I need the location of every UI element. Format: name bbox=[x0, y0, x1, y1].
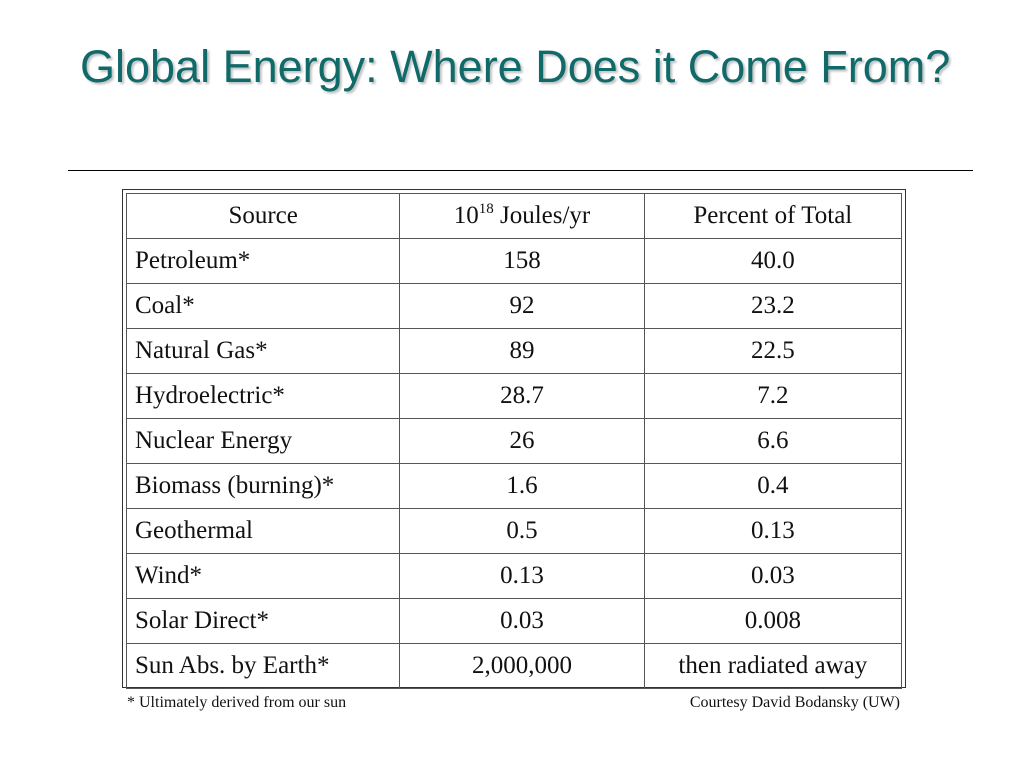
slide-title: Global Energy: Where Does it Come From? bbox=[80, 41, 951, 92]
header-joules: 1018 Joules/yr bbox=[399, 193, 645, 239]
cell-joules: 92 bbox=[399, 283, 645, 329]
table-header-row: Source 1018 Joules/yr Percent of Total bbox=[125, 193, 903, 239]
cell-source: Natural Gas* bbox=[125, 328, 401, 374]
table-row: Wind* 0.13 0.03 bbox=[125, 553, 903, 599]
table-row: Solar Direct* 0.03 0.008 bbox=[125, 598, 903, 644]
cell-source: Sun Abs. by Earth* bbox=[125, 643, 401, 689]
cell-percent: 23.2 bbox=[643, 283, 903, 329]
cell-percent: 6.6 bbox=[643, 418, 903, 464]
cell-percent: 0.13 bbox=[643, 508, 903, 554]
table-row: Nuclear Energy 26 6.6 bbox=[125, 418, 903, 464]
cell-source: Hydroelectric* bbox=[125, 373, 401, 419]
cell-joules: 2,000,000 bbox=[399, 643, 645, 689]
cell-percent: then radiated away bbox=[643, 643, 903, 689]
cell-source: Coal* bbox=[125, 283, 401, 329]
cell-joules: 28.7 bbox=[399, 373, 645, 419]
cell-percent: 7.2 bbox=[643, 373, 903, 419]
title-divider bbox=[68, 170, 973, 171]
source-credit: Courtesy David Bodansky (UW) bbox=[689, 694, 900, 711]
footnote: * Ultimately derived from our sun bbox=[127, 694, 347, 711]
table-row: Coal* 92 23.2 bbox=[125, 283, 903, 329]
cell-source: Geothermal bbox=[125, 508, 401, 554]
cell-joules: 1.6 bbox=[399, 463, 645, 509]
table-row: Sun Abs. by Earth* 2,000,000 then radiat… bbox=[125, 643, 903, 689]
cell-percent: 0.03 bbox=[643, 553, 903, 599]
cell-joules: 89 bbox=[399, 328, 645, 374]
cell-joules: 0.03 bbox=[399, 598, 645, 644]
cell-joules: 0.13 bbox=[399, 553, 645, 599]
cell-percent: 40.0 bbox=[643, 238, 903, 284]
header-joules-unit: Joules/yr bbox=[493, 202, 591, 229]
cell-source: Biomass (burning)* bbox=[125, 463, 401, 509]
cell-joules: 26 bbox=[399, 418, 645, 464]
table-row: Natural Gas* 89 22.5 bbox=[125, 328, 903, 374]
table-row: Hydroelectric* 28.7 7.2 bbox=[125, 373, 903, 419]
cell-source: Wind* bbox=[125, 553, 401, 599]
header-joules-exponent: 18 bbox=[478, 201, 494, 217]
cell-source: Nuclear Energy bbox=[125, 418, 401, 464]
table-row: Geothermal 0.5 0.13 bbox=[125, 508, 903, 554]
cell-percent: 0.008 bbox=[643, 598, 903, 644]
cell-percent: 0.4 bbox=[643, 463, 903, 509]
cell-source: Petroleum* bbox=[125, 238, 401, 284]
energy-table-frame: Source 1018 Joules/yr Percent of Total P… bbox=[122, 189, 906, 689]
energy-sources-table: Source 1018 Joules/yr Percent of Total P… bbox=[125, 193, 903, 689]
header-joules-base: 10 bbox=[453, 202, 479, 229]
cell-joules: 0.5 bbox=[399, 508, 645, 554]
table-row: Petroleum* 158 40.0 bbox=[125, 238, 903, 284]
header-percent: Percent of Total bbox=[643, 193, 903, 239]
table-row: Biomass (burning)* 1.6 0.4 bbox=[125, 463, 903, 509]
header-source: Source bbox=[125, 193, 401, 239]
cell-joules: 158 bbox=[399, 238, 645, 284]
cell-percent: 22.5 bbox=[643, 328, 903, 374]
cell-source: Solar Direct* bbox=[125, 598, 401, 644]
